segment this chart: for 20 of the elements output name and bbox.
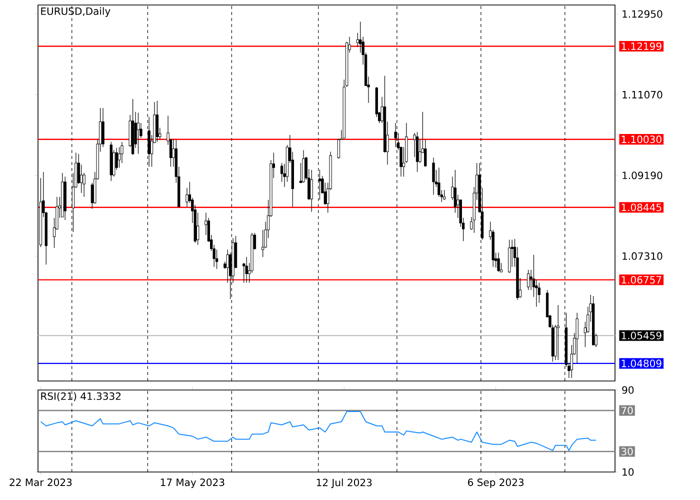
x-tick-label: 22 Mar 2023 [10,478,72,486]
ref-line-label: 1.08445 [622,204,662,212]
ref-line-label: 1.12199 [622,42,662,50]
y-tick-label: 1.12950 [622,10,662,18]
chart-title: RSI(21) 41.3332 [41,392,120,402]
y-tick-label: 1.11070 [622,90,662,98]
y-tick-label: 10 [622,468,634,476]
ref-line-label: 1.10030 [622,136,662,144]
ref-line-label: 1.04809 [622,360,662,368]
chart-title: EURUSD,Daily [41,7,110,17]
y-tick-label: 1.09190 [622,172,662,180]
x-tick-label: 17 May 2023 [160,478,224,488]
ref-line-label: 70 [622,406,633,414]
ref-line-label: 1.06757 [622,276,662,284]
ref-line-label: 30 [621,448,633,456]
y-tick-label: 1.07310 [622,252,662,260]
x-tick-label: 12 Jul 2023 [316,478,372,488]
x-tick-label: 6 Sep 2023 [468,478,524,488]
ref-line-label: 1.05459 [622,332,662,340]
y-tick-label: 90 [622,386,634,394]
